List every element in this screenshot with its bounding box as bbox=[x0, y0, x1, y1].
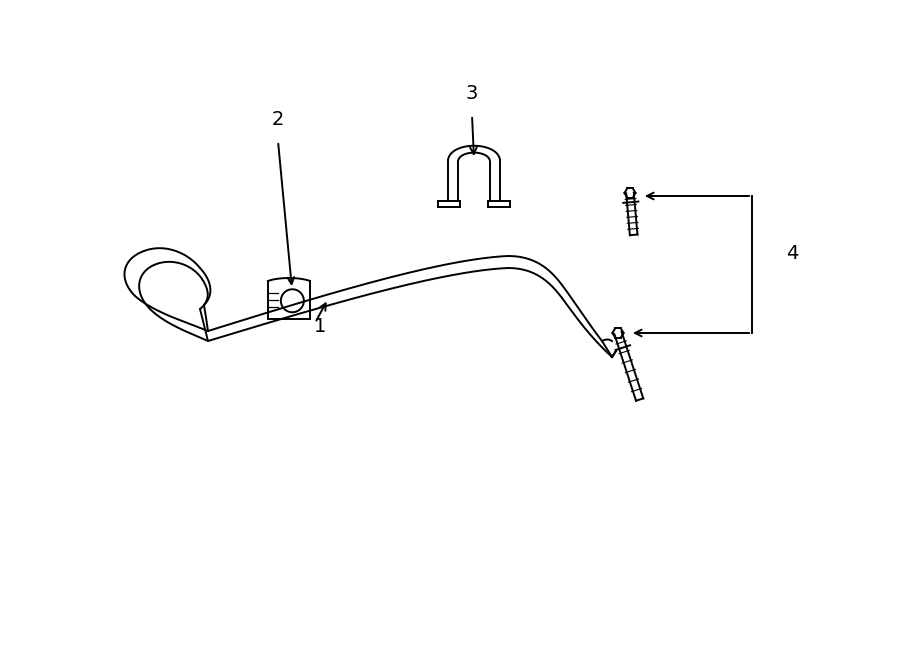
Text: 3: 3 bbox=[466, 83, 478, 102]
Text: 2: 2 bbox=[272, 110, 284, 128]
Text: 4: 4 bbox=[786, 243, 798, 262]
Text: 1: 1 bbox=[314, 317, 326, 336]
